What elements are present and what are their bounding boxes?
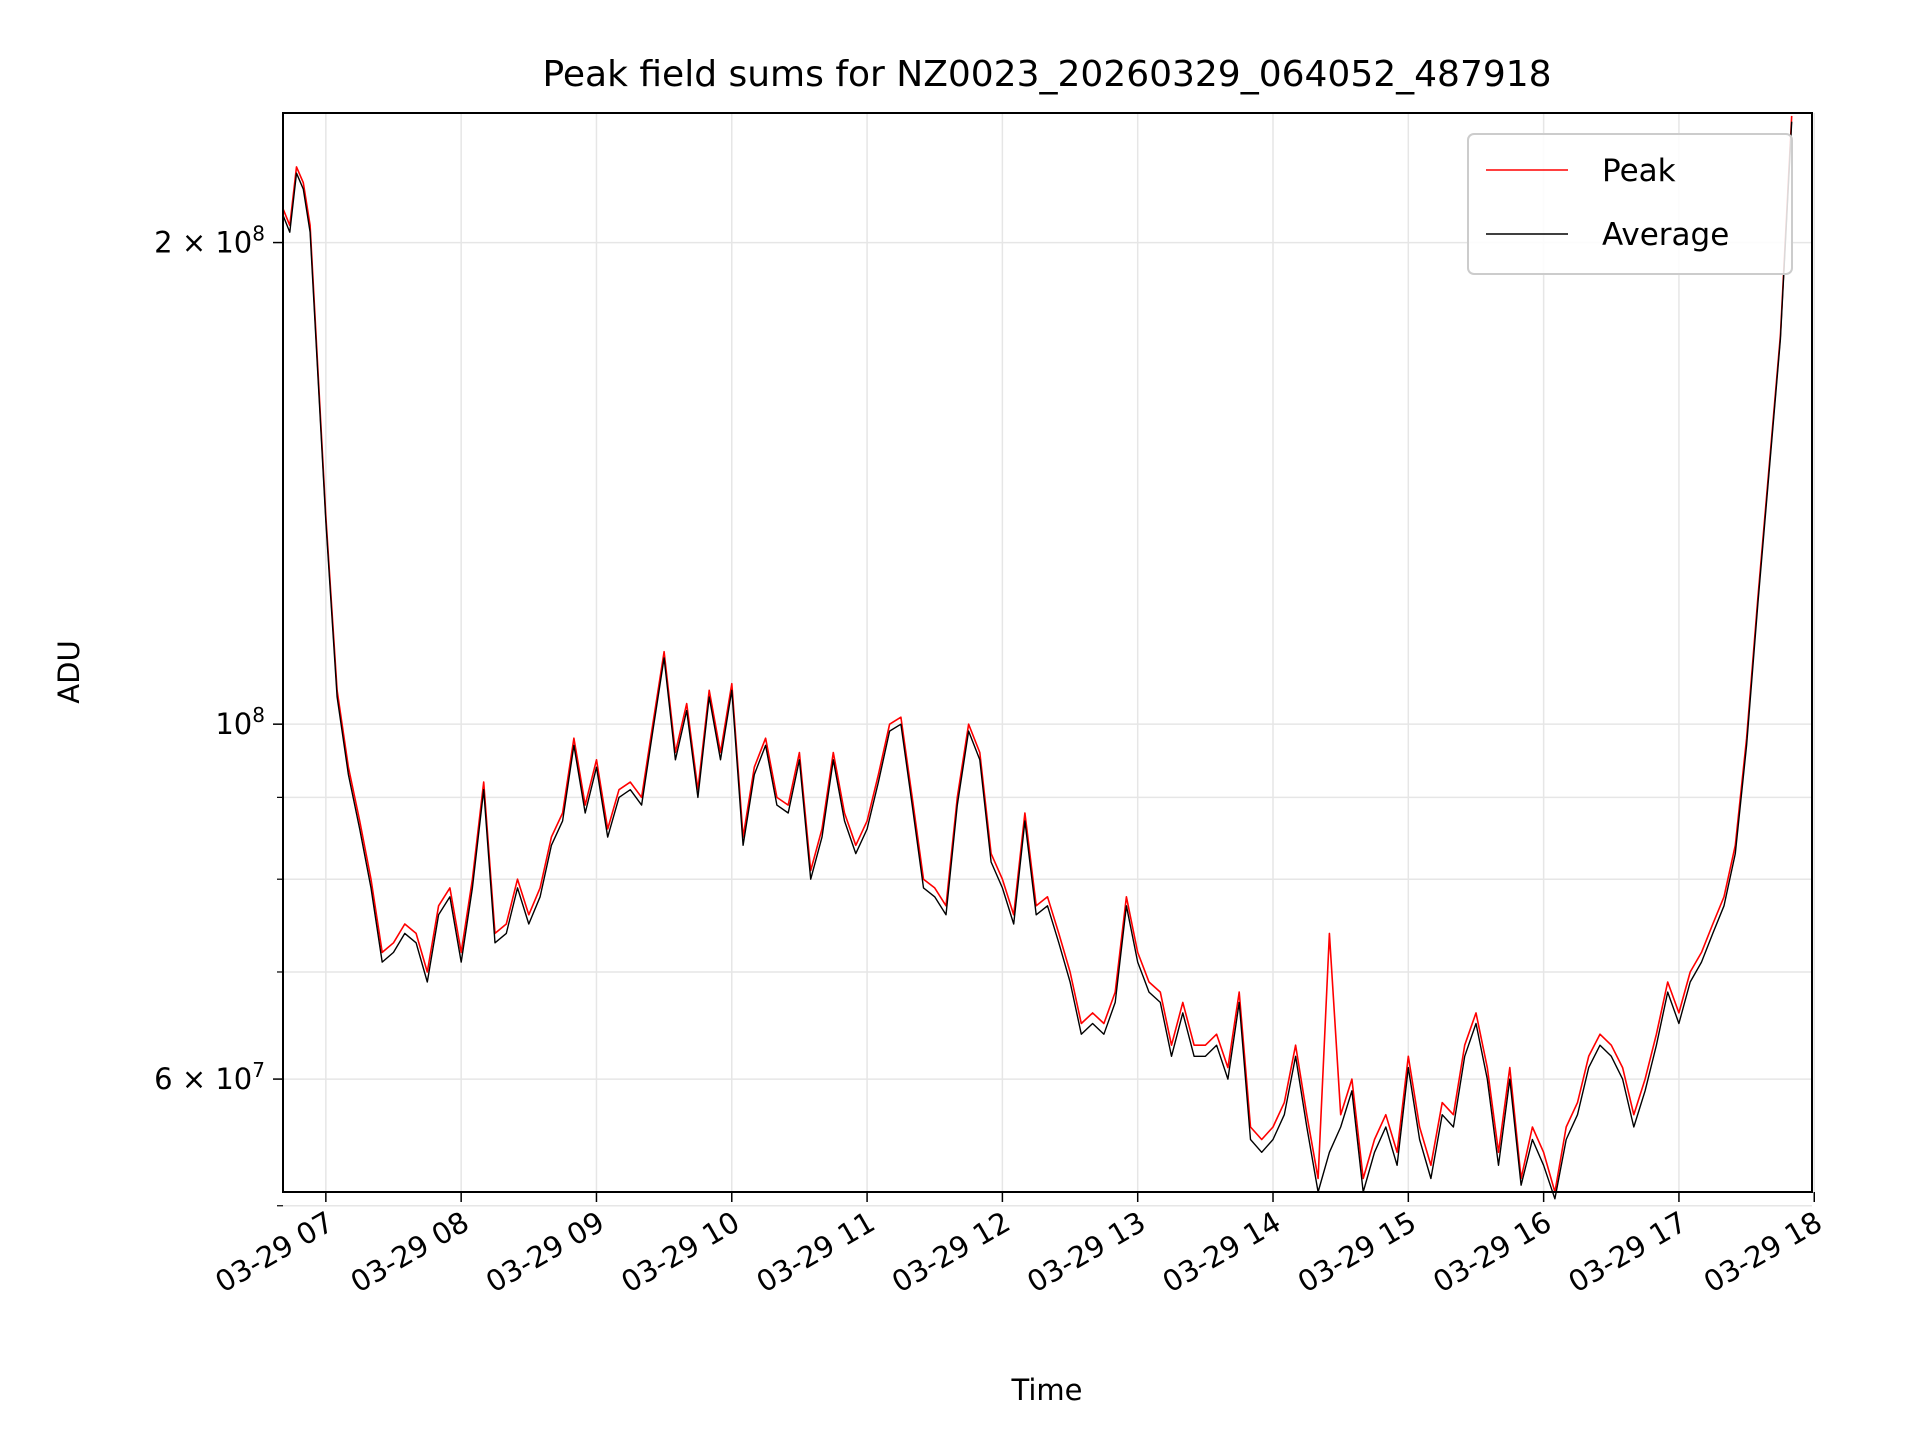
legend-average-label: Average: [1602, 217, 1729, 253]
legend: Peak Average: [1467, 133, 1793, 275]
y-tick-label: 6 × 107: [154, 1058, 265, 1096]
y-tick-label: 108: [215, 703, 265, 741]
legend-peak-label: Peak: [1602, 153, 1676, 189]
chart-title: Peak field sums for NZ0023_20260329_0640…: [542, 54, 1551, 95]
plot-area-frame: [282, 112, 1813, 1193]
legend-frame: [1467, 133, 1793, 275]
x-axis-label: Time: [1011, 1373, 1083, 1407]
y-tick-label: 2 × 108: [154, 222, 265, 260]
series-lines: [282, 115, 1793, 1200]
series-line-average: [282, 121, 1793, 1200]
y-axis-label: ADU: [52, 640, 86, 703]
series-line-peak: [282, 115, 1793, 1193]
